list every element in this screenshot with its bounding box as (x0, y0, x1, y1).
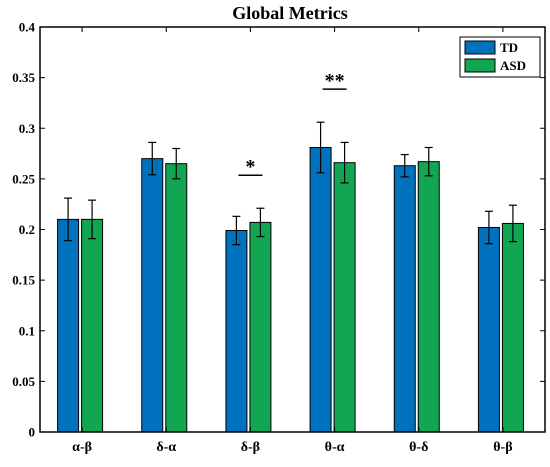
legend-label-asd: ASD (500, 58, 526, 73)
bar-asd-1 (81, 218, 104, 433)
bar-asd-3 (249, 221, 272, 433)
y-tick-label: 0.3 (19, 121, 36, 136)
legend-swatch-td (464, 40, 496, 55)
x-category-label: θ-β (493, 440, 512, 455)
y-tick-label: 0.1 (19, 323, 35, 338)
bars (57, 146, 524, 433)
chart-title: Global Metrics (232, 3, 347, 23)
bar-td-2 (141, 158, 164, 433)
legend-swatch-asd (464, 58, 496, 73)
y-tick-label: 0.35 (12, 70, 35, 85)
bar-td-6 (477, 226, 500, 433)
y-tick-label: 0.05 (12, 374, 35, 389)
y-tick-label: 0.25 (12, 171, 35, 186)
significance-markers: *** (238, 70, 347, 178)
bar-asd-5 (417, 161, 440, 433)
legend-label-td: TD (500, 40, 518, 55)
bar-asd-4 (333, 162, 356, 433)
bar-asd-6 (501, 222, 524, 433)
significance-label: ** (325, 70, 345, 92)
plot-frame (39, 26, 546, 433)
bar-td-5 (393, 165, 416, 433)
significance-label: * (245, 156, 255, 178)
y-axis-ticks: 0 0.05 0.1 0.15 0.2 0.25 0.3 0.35 0.4 (12, 20, 545, 440)
y-tick-label: 0.15 (12, 273, 35, 288)
bar-td-4 (309, 146, 332, 433)
x-category-label: δ-α (156, 440, 176, 455)
x-category-label: θ-α (325, 440, 345, 455)
x-category-label: α-β (72, 440, 92, 455)
error-bars (64, 121, 517, 246)
x-axis-ticks: α-β δ-α δ-β θ-α θ-δ θ-β (72, 27, 513, 455)
y-tick-label: 0 (29, 425, 36, 440)
bar-td-1 (57, 218, 80, 433)
bar-td-3 (225, 230, 248, 433)
bar-asd-2 (165, 163, 188, 433)
y-tick-label: 0.4 (19, 20, 36, 35)
y-tick-label: 0.2 (19, 222, 35, 237)
legend: TD ASD (459, 36, 541, 78)
x-category-label: θ-δ (409, 440, 428, 455)
x-category-label: δ-β (241, 440, 260, 455)
